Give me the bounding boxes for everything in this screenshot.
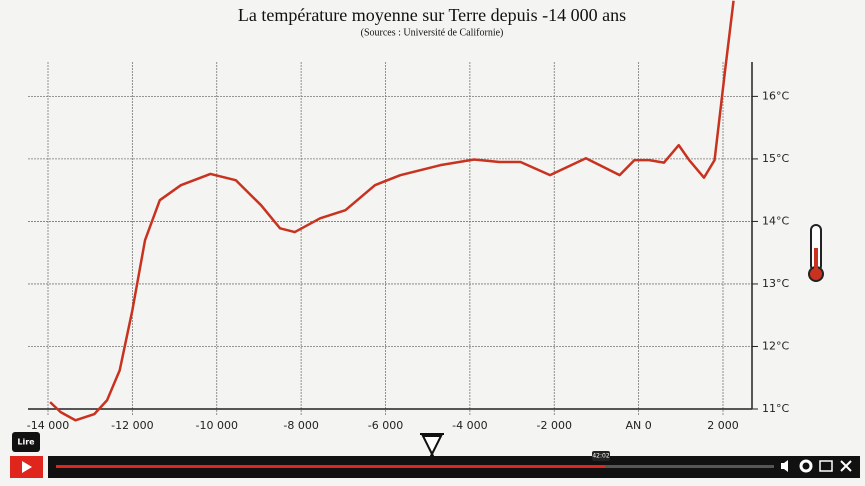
x-tick-label: AN 0 (626, 419, 652, 432)
x-tick-label: -6 000 (368, 419, 403, 432)
thermometer-icon (808, 224, 824, 282)
pip-button[interactable] (819, 460, 833, 472)
chart-title: La température moyenne sur Terre depuis … (238, 5, 626, 25)
volume-button[interactable] (781, 460, 788, 472)
tooltip (12, 432, 40, 452)
y-tick-label: 13°C (762, 277, 789, 290)
y-tick-label: 12°C (762, 339, 789, 352)
tooltip-text: Lire (17, 438, 35, 447)
time-badge (592, 451, 610, 461)
y-tick-label: 11°C (762, 402, 789, 415)
x-tick-label: -12 000 (111, 419, 153, 432)
y-tick-label: 14°C (762, 214, 789, 227)
fullscreen-button[interactable] (840, 460, 852, 472)
chart-subtitle: (Sources : Université de Californie) (361, 27, 504, 38)
x-tick-label: -2 000 (537, 419, 572, 432)
time-text: 42:02 (592, 453, 609, 460)
y-tick-label: 15°C (762, 152, 789, 165)
progress-fill (56, 465, 605, 468)
x-tick-label: -8 000 (283, 419, 318, 432)
x-tick-label: -14 000 (27, 419, 69, 432)
y-tick-label: 16°C (762, 89, 789, 102)
x-tick-label: -10 000 (196, 419, 238, 432)
play-icon (22, 461, 32, 473)
x-tick-label: -4 000 (452, 419, 487, 432)
settings-button[interactable] (799, 459, 813, 473)
x-tick-label: 2 000 (707, 419, 739, 432)
temperature-line (49, 0, 735, 422)
plot: 11°C 12°C 13°C 14°C 15°C 16°C -14 000 -12 000 -1… (27, 0, 789, 432)
